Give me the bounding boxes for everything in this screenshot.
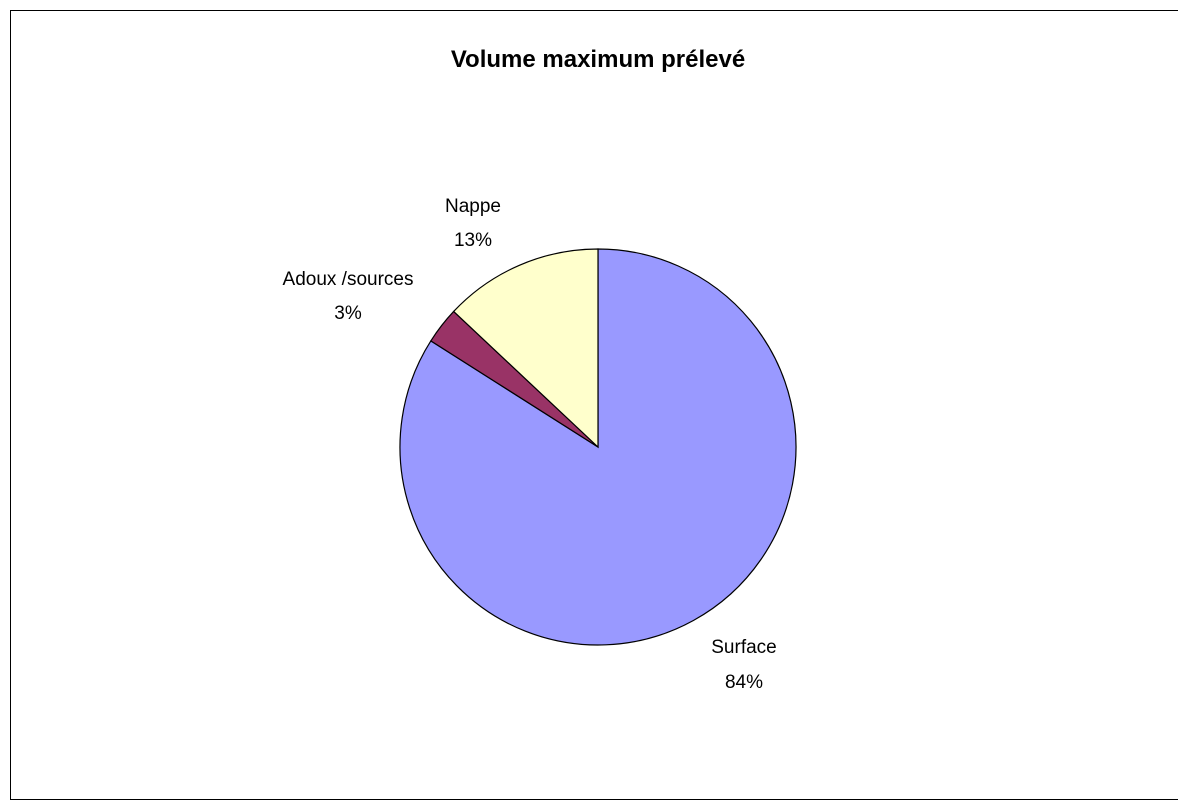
slice-percent-label: 13%: [454, 230, 492, 251]
chart-title: Volume maximum prélevé: [451, 46, 745, 73]
pie-slices: [400, 249, 796, 645]
slice-percent-label: 3%: [334, 303, 362, 324]
slice-name-label: Surface: [711, 637, 776, 658]
slice-name-label: Nappe: [445, 196, 501, 217]
slice-name-label: Adoux /sources: [283, 269, 414, 290]
slice-percent-label: 84%: [725, 672, 763, 693]
